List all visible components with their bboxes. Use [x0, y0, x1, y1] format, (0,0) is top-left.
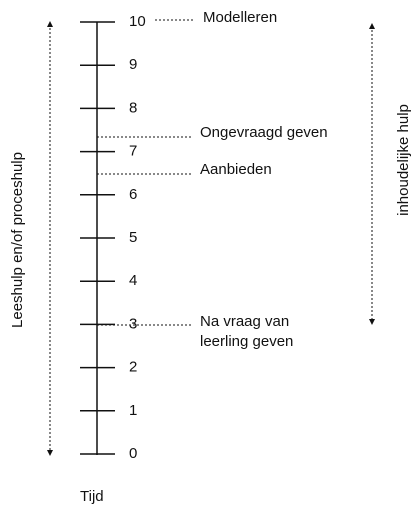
right-range-label: inhoudelijke hulp — [395, 104, 412, 216]
left-range-label: Leeshulp en/of proceshulp — [9, 152, 26, 328]
tick-label: 0 — [129, 445, 137, 462]
annotation-label: Ongevraagd geven — [200, 124, 328, 141]
axis-label: Tijd — [80, 488, 104, 505]
tick-label: 4 — [129, 272, 137, 289]
tick-label: 7 — [129, 143, 137, 160]
tick-label: 2 — [129, 359, 137, 376]
tick-label: 5 — [129, 229, 137, 246]
tick-label: 3 — [129, 315, 137, 332]
annotation-label: leerling geven — [200, 333, 293, 350]
tick-label: 10 — [129, 13, 146, 30]
tick-label: 8 — [129, 99, 137, 116]
annotation-label: Modelleren — [203, 9, 277, 26]
tick-label: 6 — [129, 186, 137, 203]
tick-label: 1 — [129, 402, 137, 419]
annotation-label: Aanbieden — [200, 161, 272, 178]
tick-label: 9 — [129, 56, 137, 73]
annotation-label: Na vraag van — [200, 313, 289, 330]
